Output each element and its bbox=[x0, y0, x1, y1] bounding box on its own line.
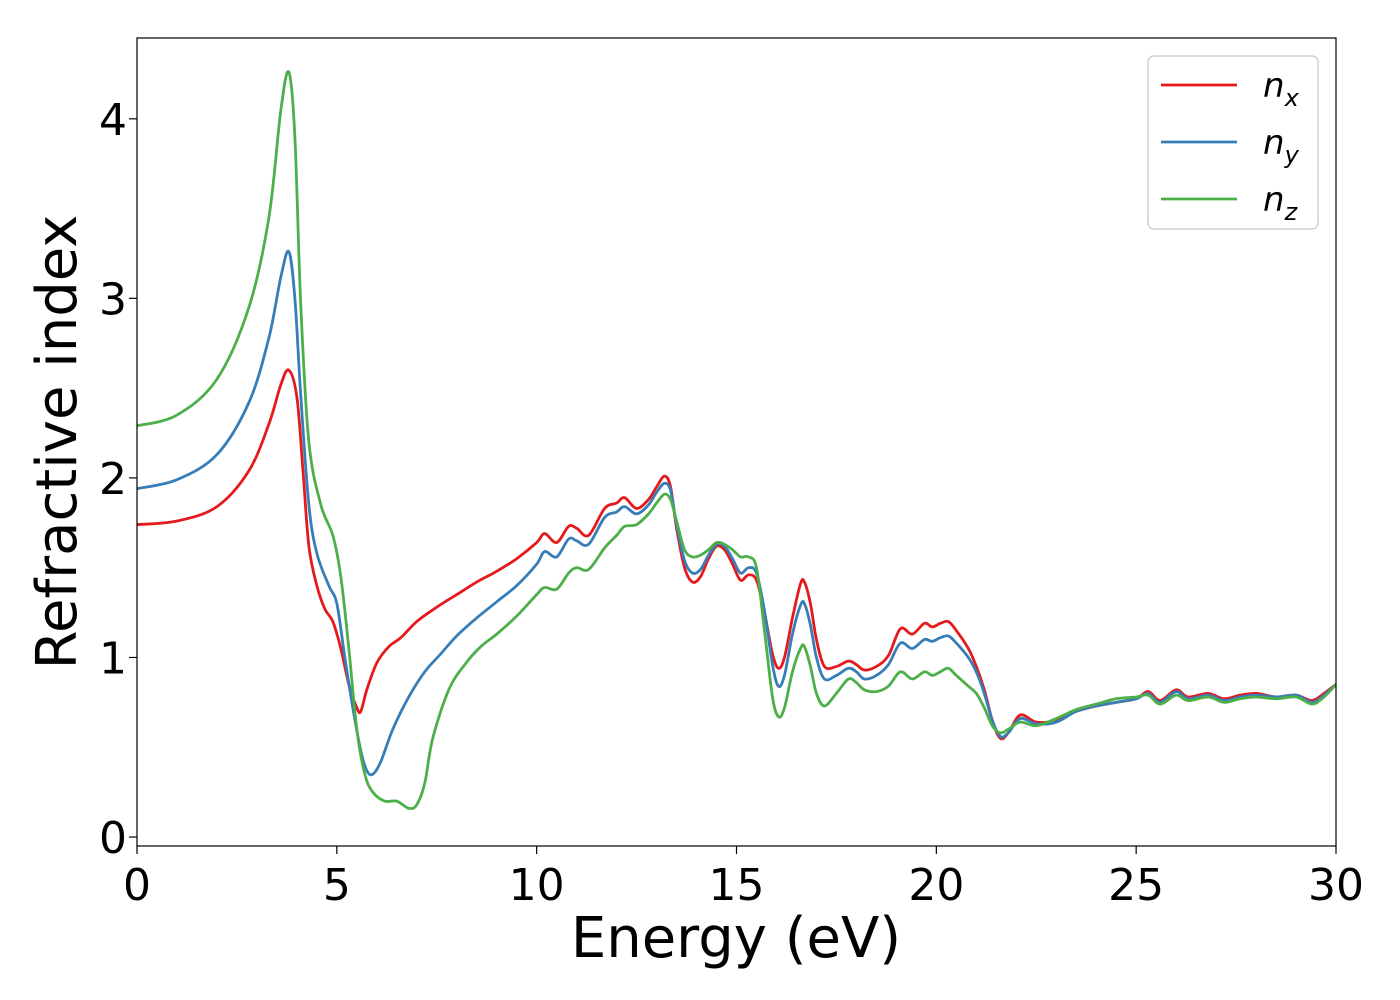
x-axis: 0 5 10 15 20 25 30 bbox=[123, 846, 1364, 911]
x-axis-title: Energy (eV) bbox=[571, 906, 901, 971]
y-axis: 0 1 2 3 4 bbox=[99, 95, 137, 864]
x-tick-label: 10 bbox=[509, 860, 565, 911]
series-layer bbox=[137, 70, 1336, 810]
x-tick-label: 30 bbox=[1308, 860, 1364, 911]
legend-label-nz: nz bbox=[1263, 180, 1299, 226]
y-tick-label: 3 bbox=[99, 274, 127, 325]
x-tick-label: 0 bbox=[123, 860, 151, 911]
x-tick-label: 15 bbox=[709, 860, 765, 911]
x-tick-label: 25 bbox=[1108, 860, 1164, 911]
y-tick-label: 0 bbox=[99, 813, 127, 864]
y-tick-label: 1 bbox=[99, 633, 127, 684]
series-line-ny bbox=[137, 249, 1336, 777]
legend-label-ny: ny bbox=[1263, 123, 1300, 169]
y-tick-label: 2 bbox=[99, 454, 127, 505]
x-tick-label: 20 bbox=[908, 860, 964, 911]
y-axis-title: Refractive index bbox=[25, 215, 90, 670]
y-tick-label: 4 bbox=[99, 95, 127, 146]
series-line-nz bbox=[137, 70, 1336, 810]
legend: nx ny nz bbox=[1147, 55, 1319, 230]
x-tick-label: 5 bbox=[323, 860, 351, 911]
legend-label-nx: nx bbox=[1263, 66, 1300, 112]
